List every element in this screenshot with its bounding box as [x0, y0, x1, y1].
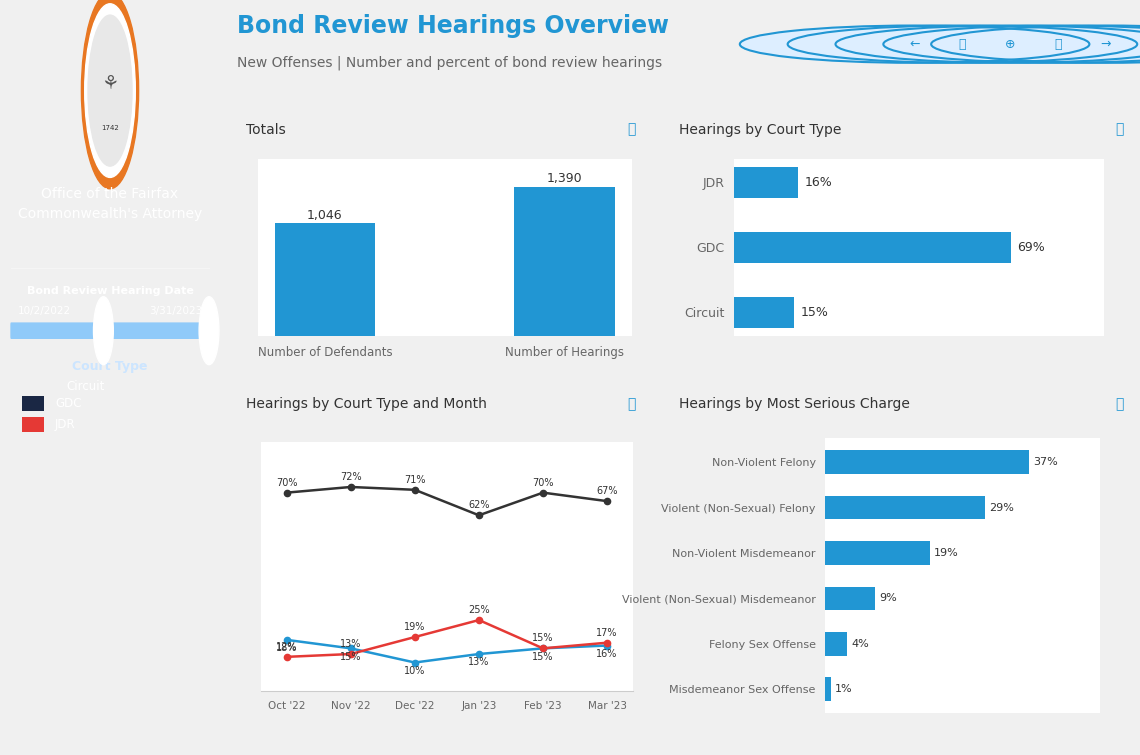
Text: 16%: 16%	[805, 176, 832, 189]
Text: 4%: 4%	[852, 639, 870, 649]
FancyBboxPatch shape	[22, 417, 44, 432]
Text: 72%: 72%	[340, 472, 361, 482]
Text: 67%: 67%	[596, 486, 618, 496]
Text: 15%: 15%	[340, 652, 361, 661]
Circle shape	[93, 297, 113, 365]
Text: New Offenses | Number and percent of bond review hearings: New Offenses | Number and percent of bon…	[237, 56, 661, 70]
Text: GDC: GDC	[55, 397, 81, 411]
Bar	[825, 451, 1028, 474]
Text: ⓘ: ⓘ	[1054, 38, 1061, 51]
Text: 13%: 13%	[340, 639, 361, 649]
Bar	[514, 186, 614, 336]
Text: 🔍: 🔍	[628, 122, 636, 137]
Text: Court Type: Court Type	[72, 359, 148, 373]
Text: 🔍: 🔍	[1115, 122, 1123, 137]
Text: Circuit: Circuit	[66, 380, 105, 393]
Text: 25%: 25%	[469, 605, 490, 615]
Text: 71%: 71%	[404, 475, 425, 485]
Circle shape	[788, 26, 1138, 63]
Text: 3/31/2023: 3/31/2023	[149, 306, 203, 316]
Text: 17%: 17%	[596, 627, 618, 638]
Text: 29%: 29%	[990, 503, 1013, 513]
Bar	[825, 541, 930, 565]
Text: Totals: Totals	[246, 122, 286, 137]
Text: JDR: JDR	[55, 418, 75, 431]
Text: 37%: 37%	[1033, 458, 1058, 467]
FancyBboxPatch shape	[22, 396, 44, 411]
Text: 62%: 62%	[469, 501, 490, 510]
Text: 15%: 15%	[800, 306, 829, 319]
Text: Hearings by Most Serious Charge: Hearings by Most Serious Charge	[679, 397, 910, 411]
Text: 15%: 15%	[532, 633, 554, 643]
Bar	[275, 223, 375, 336]
Text: Hearings by Court Type: Hearings by Court Type	[679, 122, 841, 137]
Bar	[734, 297, 795, 328]
FancyBboxPatch shape	[10, 322, 210, 339]
Text: 10/2/2022: 10/2/2022	[17, 306, 71, 316]
Bar	[734, 167, 798, 198]
Text: 9%: 9%	[879, 593, 897, 603]
Text: ⚘: ⚘	[101, 73, 119, 93]
Text: 19%: 19%	[405, 622, 425, 632]
Circle shape	[88, 15, 132, 166]
Text: 1,046: 1,046	[307, 208, 343, 221]
Text: 18%: 18%	[276, 643, 298, 653]
Text: 1742: 1742	[101, 125, 119, 131]
Text: 15%: 15%	[532, 652, 554, 661]
Text: 1,390: 1,390	[546, 171, 583, 184]
Text: 16%: 16%	[596, 649, 618, 659]
Text: ←: ←	[910, 38, 920, 51]
Bar	[825, 496, 985, 519]
Text: Bond Review Hearing Date: Bond Review Hearing Date	[26, 285, 194, 296]
Text: 🔍: 🔍	[1115, 397, 1123, 411]
Text: 1%: 1%	[836, 684, 853, 694]
Text: 12%: 12%	[276, 642, 298, 652]
Text: 🔍: 🔍	[628, 397, 636, 411]
Circle shape	[84, 4, 136, 177]
Bar	[825, 677, 831, 701]
Bar	[734, 232, 1011, 263]
Text: ⊕: ⊕	[1005, 38, 1016, 51]
Text: 70%: 70%	[532, 478, 554, 488]
Bar	[825, 632, 847, 655]
Text: Hearings by Court Type and Month: Hearings by Court Type and Month	[246, 397, 487, 411]
Text: 10%: 10%	[405, 666, 425, 676]
Circle shape	[740, 26, 1090, 63]
Text: Bond Review Hearings Overview: Bond Review Hearings Overview	[237, 14, 668, 38]
Text: 🔍: 🔍	[959, 38, 967, 51]
Text: 13%: 13%	[469, 658, 489, 667]
Text: 70%: 70%	[276, 478, 298, 488]
Text: →: →	[1101, 38, 1112, 51]
Bar	[825, 587, 874, 610]
Text: Office of the Fairfax
Commonwealth's Attorney: Office of the Fairfax Commonwealth's Att…	[18, 186, 202, 221]
Circle shape	[836, 26, 1140, 63]
Circle shape	[931, 26, 1140, 63]
Circle shape	[81, 0, 139, 189]
Text: 19%: 19%	[934, 548, 959, 558]
Text: 69%: 69%	[1017, 241, 1045, 254]
Circle shape	[884, 26, 1140, 63]
Circle shape	[200, 297, 219, 365]
